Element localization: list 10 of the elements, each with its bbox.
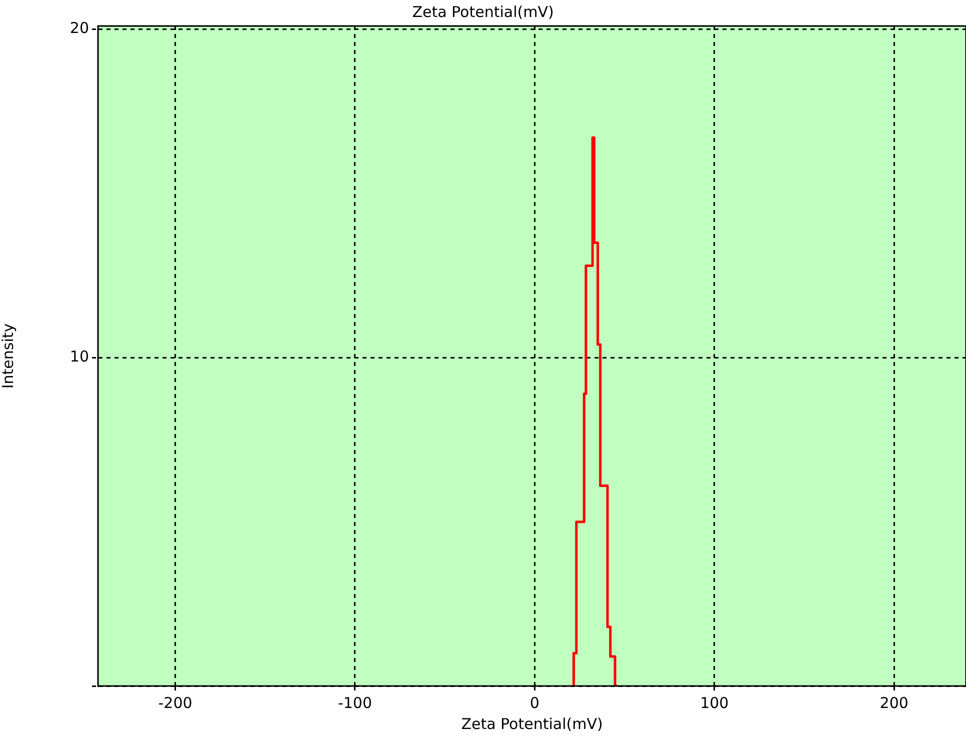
x-tick-label: 200 [880, 694, 908, 712]
x-tick-label: 100 [700, 694, 729, 712]
y-axis-title: Intensity [0, 323, 17, 389]
chart-title: Zeta Potential(mV) [412, 2, 554, 21]
y-tick-label: 10 [70, 348, 89, 366]
x-tick-label: -200 [158, 694, 192, 712]
x-tick-label: -100 [338, 694, 372, 712]
x-tick-label: 0 [530, 694, 540, 712]
y-tick-label: 20 [70, 19, 89, 38]
x-axis-title: Zeta Potential(mV) [461, 714, 603, 733]
